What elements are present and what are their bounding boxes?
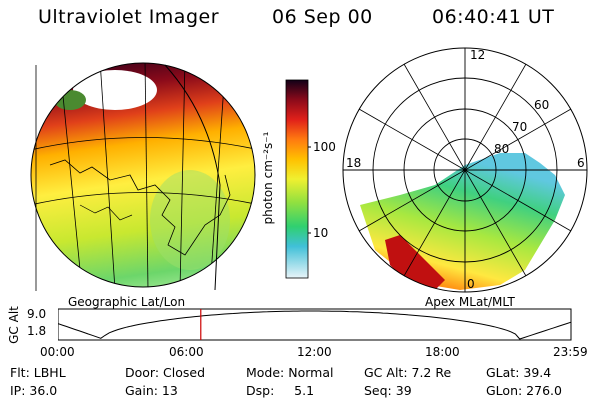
mlt-label-12: 12 xyxy=(470,48,486,62)
altitude-curve xyxy=(58,310,572,340)
time-tick-0600: 06:00 xyxy=(169,345,204,359)
mlat-label-60: 60 xyxy=(534,98,550,112)
info-seq: Seq: 39 xyxy=(364,383,412,398)
time-tick-0000: 00:00 xyxy=(40,345,75,359)
info-gain: Gain: 13 xyxy=(125,383,178,398)
altitude-tick-9: 9.0 xyxy=(27,307,47,321)
altitude-axis-label: GC Alt xyxy=(7,306,21,344)
observation-time: 06:40:41 UT xyxy=(432,6,555,28)
mlat-label-70: 70 xyxy=(512,120,528,134)
colorbar-tick-label-10: 10 xyxy=(313,226,329,240)
mlt-label-6: 6 xyxy=(577,156,585,170)
time-tick-1200: 12:00 xyxy=(297,345,332,359)
info-ip: IP: 36.0 xyxy=(10,383,58,398)
time-tick-1800: 18:00 xyxy=(425,345,460,359)
polar-plot xyxy=(342,47,588,293)
altitude-plot xyxy=(58,308,572,341)
geographic-panel-label: Geographic Lat/Lon xyxy=(68,295,186,309)
info-mode: Mode: Normal xyxy=(246,365,334,380)
info-dsp: Dsp: 5.1 xyxy=(246,383,315,398)
colorbar-unit-label: photon cm⁻²s⁻¹ xyxy=(261,131,275,225)
mlt-label-18: 18 xyxy=(346,156,362,170)
colorbar xyxy=(285,79,311,279)
info-door: Door: Closed xyxy=(125,365,206,380)
info-glon: GLon: 276.0 xyxy=(486,383,562,398)
altitude-tick-1-8: 1.8 xyxy=(27,324,47,338)
info-filter: Flt: LBHL xyxy=(10,365,66,380)
time-tick-2359: 23:59 xyxy=(553,345,588,359)
geographic-image xyxy=(30,62,256,291)
colorbar-tick-label-100: 100 xyxy=(313,140,336,154)
mlt-label-0: 0 xyxy=(467,277,475,291)
apex-panel-label: Apex MLat/MLT xyxy=(425,295,515,309)
info-gc-alt: GC Alt: 7.2 Re xyxy=(364,365,452,380)
observation-date: 06 Sep 00 xyxy=(272,6,373,28)
info-glat: GLat: 39.4 xyxy=(486,365,552,380)
mlat-label-80: 80 xyxy=(494,142,510,156)
instrument-title: Ultraviolet Imager xyxy=(38,6,220,28)
